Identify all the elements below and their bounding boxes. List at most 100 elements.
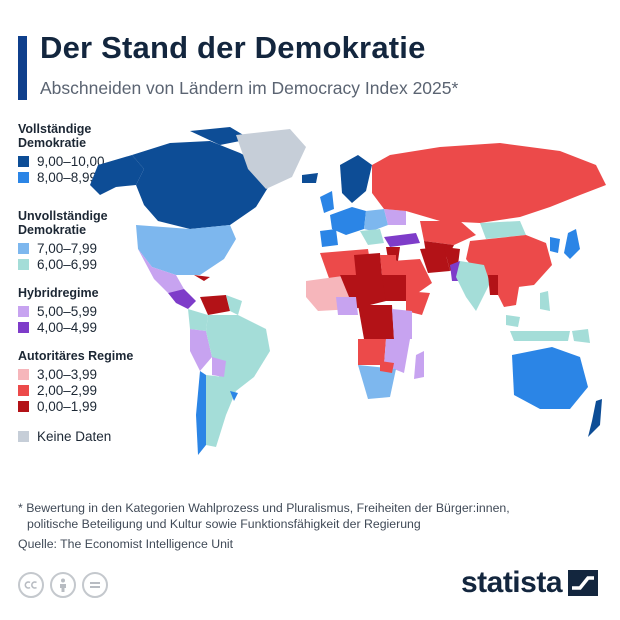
region-central-africa <box>358 305 394 339</box>
region-greenland <box>236 129 306 189</box>
footnote-line-2: politische Beteiligung und Kultur sowie … <box>27 517 421 531</box>
region-malaysia <box>506 315 520 327</box>
statista-logo[interactable]: statista <box>461 566 598 600</box>
region-png <box>572 329 590 343</box>
region-sudan <box>382 275 406 301</box>
region-guyana <box>226 295 242 315</box>
region-alaska <box>90 155 144 195</box>
region-colombia <box>188 309 208 331</box>
legend-label: 4,00–4,99 <box>37 319 98 335</box>
region-usa <box>136 225 236 275</box>
brand-name: statista <box>460 566 563 599</box>
region-southern-africa <box>358 365 396 399</box>
region-egypt <box>380 255 396 275</box>
region-venezuela <box>200 295 230 315</box>
legend-label: Keine Daten <box>37 428 112 444</box>
region-iran <box>420 247 450 273</box>
region-uruguay <box>230 391 238 401</box>
region-cuba <box>194 275 210 281</box>
legend-item: 9,00–10,00 <box>18 153 158 169</box>
region-balkans <box>360 229 384 245</box>
legend-group-full-democracy: Vollständige Demokratie 9,00–10,00 8,00–… <box>18 122 158 185</box>
footnote: * Bewertung in den Kategorien Wahlprozes… <box>18 500 608 532</box>
legend-swatch <box>18 430 29 442</box>
region-korea <box>550 237 560 253</box>
legend-swatch <box>18 258 29 270</box>
cc-icon[interactable] <box>18 572 44 598</box>
region-eastern-europe <box>364 209 388 231</box>
legend-label: 9,00–10,00 <box>37 153 105 169</box>
region-ecuador-peru <box>190 329 212 371</box>
region-india <box>456 261 490 311</box>
region-kazakhstan <box>420 221 476 245</box>
region-australia <box>512 347 588 409</box>
legend-swatch <box>18 242 29 254</box>
legend-swatch <box>18 400 29 412</box>
legend-label: 8,00–8,99 <box>37 169 98 185</box>
legend-label: 5,00–5,99 <box>37 303 98 319</box>
region-indonesia <box>510 331 570 341</box>
region-scandinavia <box>340 155 372 203</box>
legend-item: 4,00–4,99 <box>18 319 158 335</box>
statista-logo-icon <box>568 570 598 596</box>
source-note: Quelle: The Economist Intelligence Unit <box>18 537 234 551</box>
legend-heading: Hybridregime <box>18 286 99 300</box>
legend-swatch <box>18 384 29 396</box>
legend-group-hybrid: Hybridregime 5,00–5,99 4,00–4,99 <box>18 286 158 335</box>
legend-label: 6,00–6,99 <box>37 256 98 272</box>
region-argentina <box>206 375 236 447</box>
region-mexico <box>138 249 184 293</box>
region-mongolia <box>480 221 526 239</box>
region-indochina <box>498 275 520 307</box>
region-horn <box>406 291 430 315</box>
nd-icon[interactable] <box>82 572 108 598</box>
page-subtitle: Abschneiden von Ländern im Democracy Ind… <box>40 78 459 98</box>
legend-swatch <box>18 171 29 183</box>
legend-label: 0,00–1,99 <box>37 398 98 414</box>
footnote-line-1: * Bewertung in den Kategorien Wahlprozes… <box>18 501 510 515</box>
legend-item: 0,00–1,99 <box>18 398 158 414</box>
region-turkey <box>384 233 420 247</box>
legend-swatch <box>18 155 29 167</box>
region-chile <box>196 371 206 455</box>
legend-heading: Unvollständige Demokratie <box>18 209 108 237</box>
page-title: Der Stand der Demokratie <box>40 30 426 65</box>
map-legend: Vollständige Demokratie 9,00–10,00 8,00–… <box>18 122 158 444</box>
license-icons <box>18 572 108 598</box>
region-central-america <box>168 289 196 309</box>
region-japan <box>564 229 580 259</box>
region-iberia <box>320 229 338 247</box>
by-icon[interactable] <box>50 572 76 598</box>
legend-item: 5,00–5,99 <box>18 303 158 319</box>
region-canada-islands <box>190 127 250 145</box>
region-madagascar <box>414 351 424 379</box>
region-east-africa <box>392 309 412 339</box>
legend-item: 3,00–3,99 <box>18 366 158 382</box>
region-myanmar <box>488 275 498 295</box>
region-russia <box>372 143 606 223</box>
region-canada <box>132 141 272 229</box>
region-zimbabwe <box>380 361 394 373</box>
legend-swatch <box>18 321 29 333</box>
region-uk <box>320 191 334 213</box>
legend-item: 2,00–2,99 <box>18 382 158 398</box>
legend-item: 7,00–7,99 <box>18 240 158 256</box>
legend-item-no-data: Keine Daten <box>18 428 158 444</box>
legend-heading: Vollständige Demokratie <box>18 122 92 150</box>
region-ukraine <box>384 209 406 225</box>
region-philippines <box>540 291 550 311</box>
legend-label: 2,00–2,99 <box>37 382 98 398</box>
legend-swatch <box>18 305 29 317</box>
region-bolivia <box>212 357 226 377</box>
legend-swatch <box>18 368 29 380</box>
region-western-europe <box>330 207 366 235</box>
legend-label: 7,00–7,99 <box>37 240 98 256</box>
legend-group-authoritarian: Autoritäres Regime 3,00–3,99 2,00–2,99 0… <box>18 349 158 414</box>
region-nigeria <box>336 297 358 315</box>
region-iceland <box>302 173 318 183</box>
title-accent-bar <box>18 36 27 100</box>
legend-label: 3,00–3,99 <box>37 366 98 382</box>
region-libya <box>354 253 382 275</box>
legend-item: 6,00–6,99 <box>18 256 158 272</box>
legend-heading: Autoritäres Regime <box>18 349 134 363</box>
